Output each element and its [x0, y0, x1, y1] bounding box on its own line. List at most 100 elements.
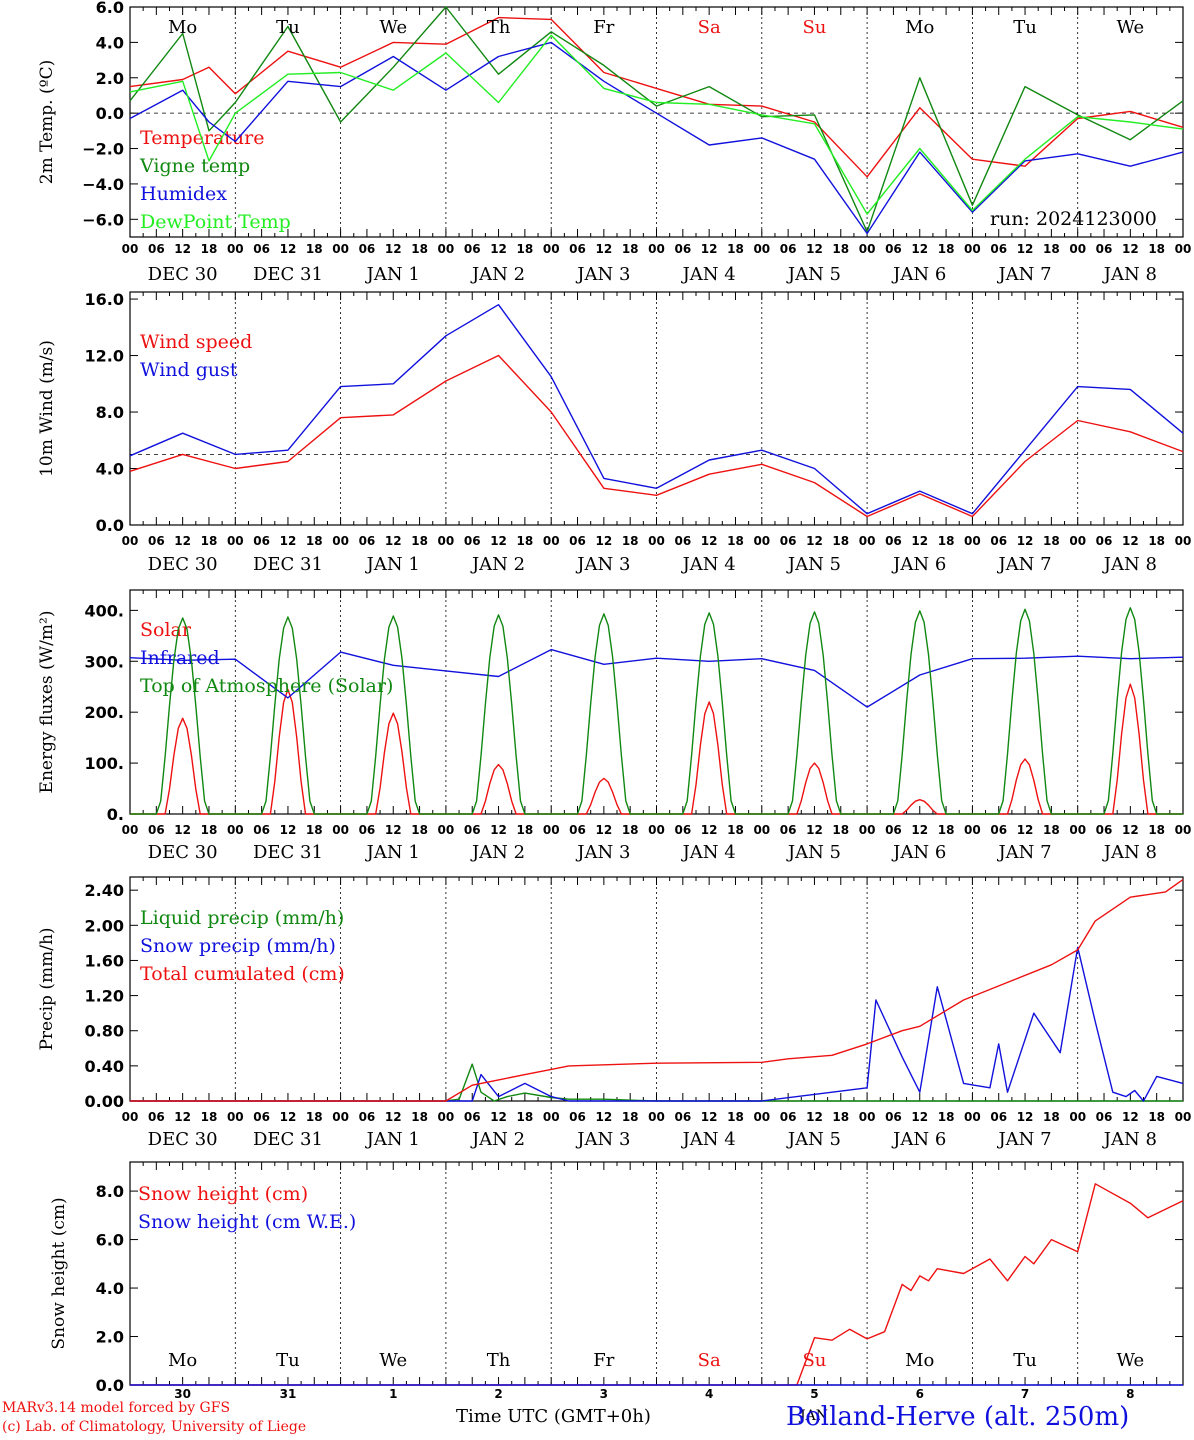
- date-label: JAN 4: [681, 554, 736, 575]
- hour-tick-label: 12: [490, 823, 507, 837]
- hour-tick-label: 18: [1148, 823, 1165, 837]
- weekday-label: Th: [487, 17, 511, 38]
- y-tick-label: 8.0: [96, 1182, 124, 1201]
- hour-tick-label: 00: [1175, 242, 1192, 256]
- series-line-vigne-temp: [129, 6, 1184, 233]
- hour-tick-label: 00: [648, 242, 665, 256]
- y-tick-label: 400.: [85, 601, 124, 620]
- date-label: DEC 31: [253, 842, 323, 863]
- y-tick-label: 12.0: [85, 347, 124, 366]
- hour-tick-label: 12: [174, 1110, 191, 1124]
- hour-tick-label: 18: [201, 1110, 218, 1124]
- date-label: JAN 7: [996, 842, 1051, 863]
- weekday-label: Fr: [593, 17, 614, 38]
- hour-tick-label: 06: [253, 1110, 270, 1124]
- y-tick-label: 2.0: [96, 69, 124, 88]
- series-line-snow-height-cm-: [130, 1183, 1184, 1386]
- date-label: JAN 2: [470, 842, 525, 863]
- hour-tick-label: 18: [1148, 1110, 1165, 1124]
- hour-tick-label: 06: [885, 534, 902, 548]
- hour-tick-label: 06: [148, 242, 165, 256]
- date-label: JAN 1: [365, 554, 420, 575]
- hour-tick-label: 06: [1096, 242, 1113, 256]
- hour-tick-label: 12: [1017, 1110, 1034, 1124]
- hour-tick-label: 00: [1069, 534, 1086, 548]
- hour-tick-label: 18: [622, 823, 639, 837]
- hour-tick-label: 06: [885, 1110, 902, 1124]
- hour-tick-label: 18: [517, 534, 534, 548]
- weekday-label: Tu: [276, 1350, 300, 1371]
- y-tick-label: −4.0: [82, 175, 124, 194]
- snow-day-number: 1: [389, 1387, 397, 1401]
- hour-tick-label: 12: [701, 242, 718, 256]
- snow-day-number: 6: [916, 1387, 924, 1401]
- hour-tick-label: 12: [1017, 534, 1034, 548]
- date-label: JAN 4: [681, 842, 736, 863]
- hour-tick-label: 18: [938, 534, 955, 548]
- hour-tick-label: 18: [411, 1110, 428, 1124]
- hour-tick-label: 12: [806, 823, 823, 837]
- date-label: JAN 7: [996, 554, 1051, 575]
- hour-tick-label: 00: [964, 534, 981, 548]
- hour-tick-label: 12: [280, 534, 297, 548]
- hour-tick-label: 12: [595, 823, 612, 837]
- hour-tick-label: 18: [832, 534, 849, 548]
- y-tick-label: 100.: [85, 754, 124, 773]
- y-tick-label: 2.0: [96, 1328, 124, 1347]
- date-label: JAN 2: [470, 554, 525, 575]
- y-axis-label: 10m Wind (m/s): [37, 340, 57, 477]
- hour-tick-label: 00: [648, 823, 665, 837]
- y-axis-label: 2m Temp. (ºC): [37, 60, 57, 185]
- hour-tick-label: 06: [253, 534, 270, 548]
- hour-tick-label: 12: [1122, 823, 1139, 837]
- hour-tick-label: 06: [674, 1110, 691, 1124]
- hour-tick-label: 00: [753, 242, 770, 256]
- hour-tick-label: 18: [1043, 1110, 1060, 1124]
- y-tick-label: 1.20: [85, 987, 124, 1006]
- legend-entry: Snow precip (mm/h): [140, 935, 336, 957]
- legend-entry: Snow height (cm W.E.): [138, 1211, 356, 1233]
- hour-tick-label: 12: [806, 534, 823, 548]
- hour-tick-label: 18: [727, 242, 744, 256]
- y-tick-label: 16.0: [85, 290, 124, 309]
- series-line-temperature: [129, 16, 1184, 178]
- hour-tick-label: 06: [990, 823, 1007, 837]
- y-tick-label: 0.: [107, 805, 124, 824]
- hour-tick-label: 12: [1017, 242, 1034, 256]
- hour-tick-label: 12: [701, 823, 718, 837]
- date-label: JAN 3: [575, 842, 630, 863]
- hour-tick-label: 00: [859, 823, 876, 837]
- hour-tick-label: 00: [964, 1110, 981, 1124]
- snow-day-number: 7: [1021, 1387, 1029, 1401]
- hour-tick-label: 06: [569, 242, 586, 256]
- hour-tick-label: 18: [201, 534, 218, 548]
- hour-tick-label: 12: [280, 242, 297, 256]
- date-label: JAN 5: [786, 264, 841, 285]
- y-tick-label: 0.40: [85, 1057, 124, 1076]
- hour-tick-label: 12: [911, 534, 928, 548]
- y-tick-label: 0.0: [96, 516, 124, 535]
- y-tick-label: 200.: [85, 703, 124, 722]
- hour-tick-label: 06: [569, 1110, 586, 1124]
- hour-tick-label: 12: [806, 1110, 823, 1124]
- hour-tick-label: 00: [648, 534, 665, 548]
- date-label: JAN 5: [786, 554, 841, 575]
- hour-tick-label: 00: [122, 1110, 139, 1124]
- y-tick-label: 300.: [85, 652, 124, 671]
- hour-tick-label: 18: [411, 242, 428, 256]
- y-tick-label: 8.0: [96, 403, 124, 422]
- weekday-label: Sa: [698, 17, 721, 38]
- snow-day-number: 3: [600, 1387, 608, 1401]
- y-tick-label: 4.0: [96, 1279, 124, 1298]
- date-label: JAN 6: [891, 264, 946, 285]
- hour-tick-label: 06: [464, 534, 481, 548]
- hour-tick-label: 06: [990, 242, 1007, 256]
- y-axis-label: Precip (mm/h): [37, 927, 57, 1050]
- hour-tick-label: 06: [253, 823, 270, 837]
- hour-tick-label: 06: [253, 242, 270, 256]
- legend-entry: Wind speed: [140, 331, 252, 353]
- date-label: DEC 30: [148, 264, 218, 285]
- hour-tick-label: 06: [780, 1110, 797, 1124]
- weekday-label: Tu: [1013, 17, 1037, 38]
- hour-tick-label: 18: [517, 1110, 534, 1124]
